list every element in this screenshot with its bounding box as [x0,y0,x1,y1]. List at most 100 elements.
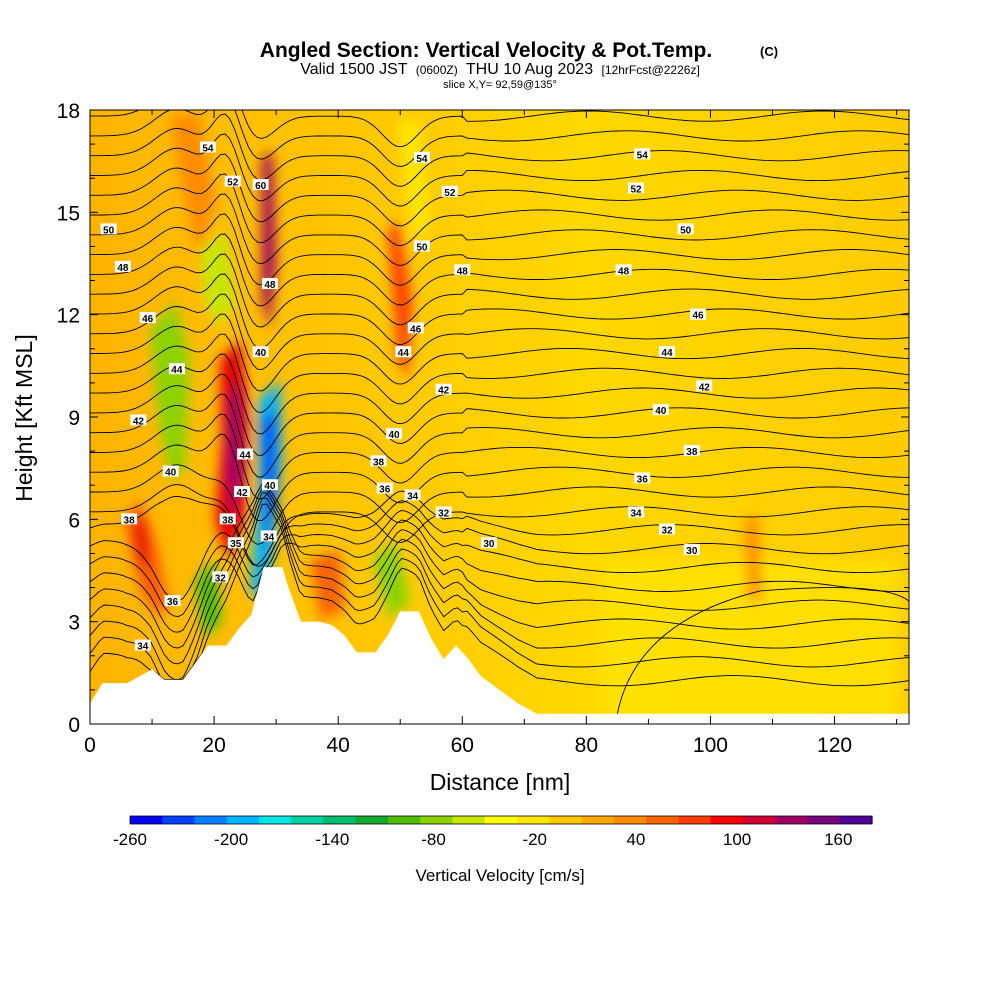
contour-label: 50 [100,223,117,236]
contour-label: 38 [370,455,387,468]
contour-label: 44 [168,363,185,376]
weak-zone-east [480,140,560,520]
contour-label: 44 [395,346,412,359]
contour-label-bg [134,639,151,651]
contour-label-bg [628,182,644,194]
contour-label-text: 36 [379,485,391,496]
isentrope-line [90,133,909,207]
isentrope-line [90,497,909,681]
contour-label-text: 46 [142,314,154,325]
contour-label-bg [100,223,117,235]
contour-label: 36 [376,482,393,496]
contour-label-bg [634,148,651,160]
y-tick-label: 0 [68,714,80,737]
contour-label: 34 [404,489,421,502]
contour-label-bg [677,223,694,235]
isentrope-line [90,273,909,349]
colorbar-tick-label: -260 [113,830,147,849]
contour-label-bg [227,537,244,549]
colorbar-swatch [291,816,325,824]
x-axis: 0 20 40 60 80 100 120 [84,110,898,757]
updraft-east-spike [745,515,762,600]
contour-label: 34 [628,506,644,520]
contour-label-bg [615,264,632,276]
contour-label-text: 44 [171,365,183,376]
contour-label-text: 42 [133,416,145,427]
colorbar-swatch [807,816,841,824]
colorbar-tick-label: -140 [315,830,349,849]
subtitle-utc: (0600Z) [416,63,458,77]
contour-label-text: 36 [167,597,179,608]
isentrope-line [90,313,909,392]
contour-label-bg [114,260,131,272]
contour-label: 44 [237,448,254,462]
contour-label-text: 30 [483,539,495,550]
contour-label-text: 50 [416,242,428,253]
contour-labels: 54 52 60 50 48 46 44 42 40 38 36 34 48 40 44 42 40 38 34 35… [100,141,713,653]
contour-label-text: 50 [680,225,692,236]
contour-label-bg [386,428,403,440]
contour-label: 40 [261,479,278,492]
contour-label: 60 [252,179,269,192]
contour-label-bg [234,486,251,498]
colorbar-swatch [323,816,357,824]
colorbar-tick-label: -80 [421,830,446,849]
contour-label-text: 40 [388,430,400,441]
isentrope-line [90,487,909,665]
contour-label-text: 38 [222,515,234,526]
chart-title: Angled Section: Vertical Velocity & Pot.… [260,39,712,62]
isentrope-line [90,519,909,633]
colorbar-swatch [678,816,712,824]
isentrope-line [90,110,909,167]
contour-label: 35 [227,537,244,550]
contour-label-text: 44 [240,451,252,462]
contour-label: 36 [634,472,651,485]
colorbar-swatch [549,816,583,824]
contour-label-text: 54 [202,144,214,155]
x-tick-label: 40 [327,734,350,757]
contour-label-bg [376,482,393,494]
colorbar-label: Vertical Velocity [cm/s] [415,866,584,885]
contour-label-bg [370,455,387,467]
isentrope-line [90,233,909,307]
contour-label: 32 [212,571,229,584]
contour-label-bg [628,506,644,518]
isentrope-line [90,153,909,227]
contour-label-bg [413,240,430,252]
y-tick-label: 6 [68,509,80,532]
colorbar-swatch [355,816,389,824]
y-tick-label: 12 [57,305,80,328]
contour-label-text: 38 [686,447,698,458]
contour-label: 40 [652,404,669,417]
contour-label-text: 42 [699,382,711,393]
contour-label: 46 [407,322,424,335]
isentrope-line [90,413,909,500]
contour-label-bg [413,151,430,163]
contour-label-text: 34 [263,532,275,543]
y-tick-label: 15 [57,202,80,225]
contour-label: 48 [615,264,632,277]
x-axis-label: Distance [nm] [430,769,571,795]
updraft-core-mid [388,220,412,380]
isentrope-line [90,110,909,148]
x-tick-label: 80 [575,734,598,757]
terrain [90,567,909,724]
colorbar [129,815,873,825]
contour-label-text: 40 [165,468,177,479]
colorbar-tick-label: 160 [824,830,852,849]
contour-label-text: 60 [255,181,267,192]
contour-label-text: 35 [230,539,242,550]
colorbar-frame [129,815,873,825]
contour-label: 30 [683,544,700,557]
contour-label-bg [237,448,254,460]
contour-label: 38 [683,445,700,458]
colorbar-swatch [420,816,454,824]
contour-label-text: 48 [618,266,630,277]
contour-label-bg [395,346,412,358]
isentrope-line [90,353,909,435]
contour-label-text: 44 [661,348,673,359]
velocity-shading [125,115,900,724]
contour-label-bg [683,544,700,556]
contour-label-text: 32 [438,509,450,520]
